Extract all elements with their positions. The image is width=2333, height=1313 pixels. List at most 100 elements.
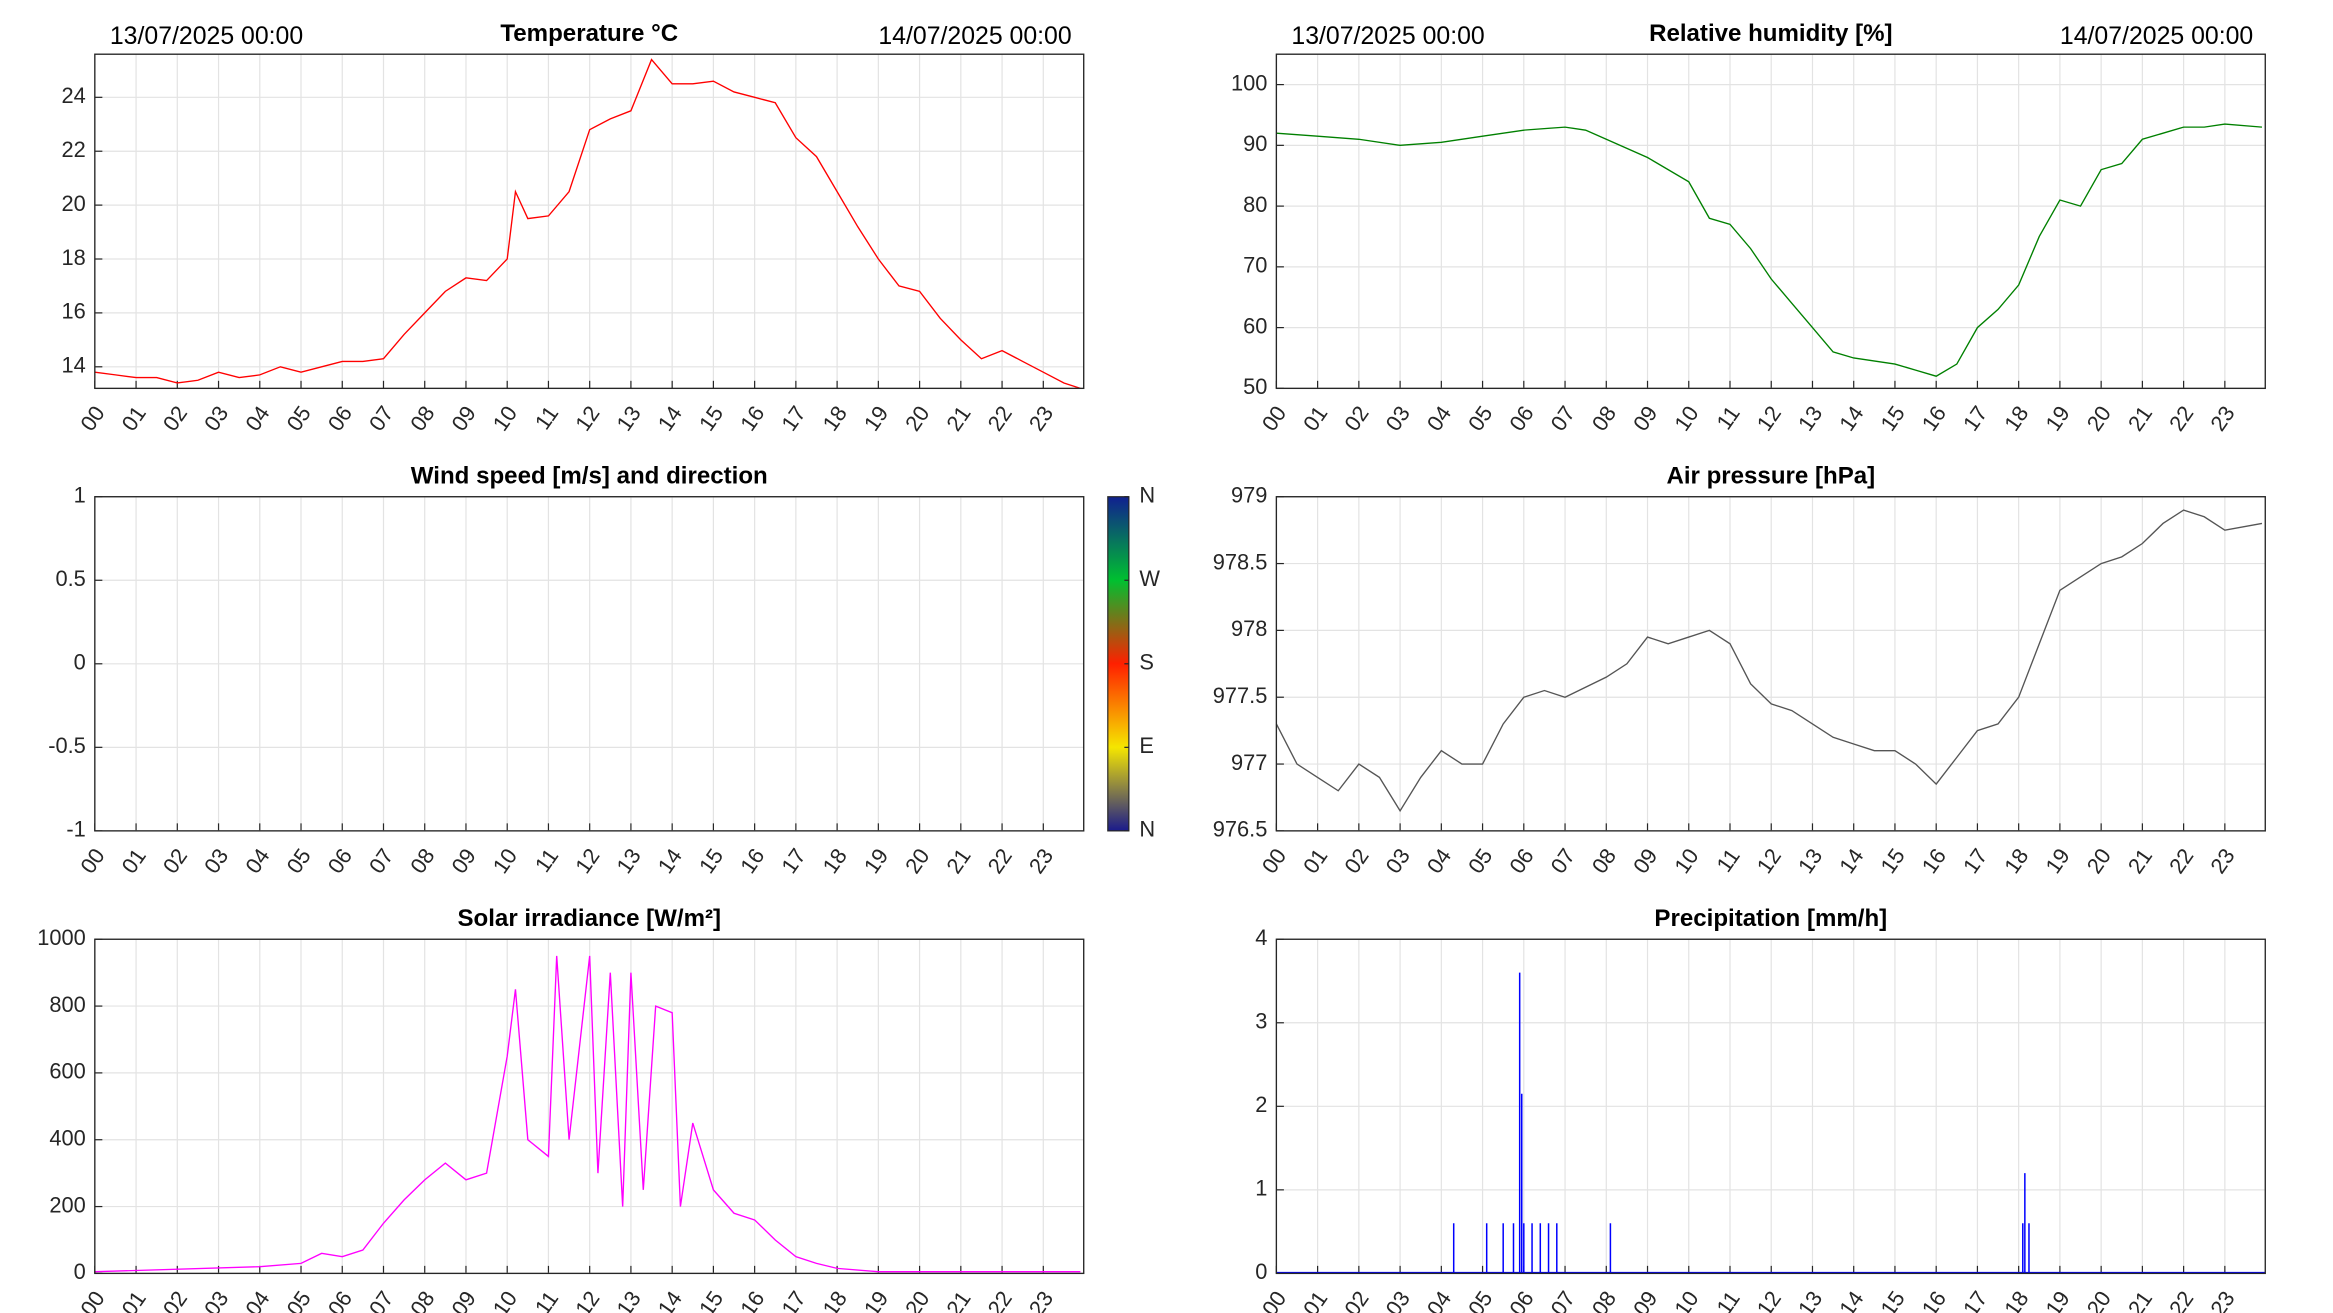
x-tick-label: 14 bbox=[653, 401, 687, 435]
x-tick-label: 11 bbox=[1711, 401, 1744, 434]
x-tick-label: 15 bbox=[694, 844, 728, 878]
x-tick-label: 13 bbox=[1793, 844, 1827, 878]
x-tick-label: 09 bbox=[446, 401, 480, 435]
data-line bbox=[1275, 509, 2263, 813]
y-tick-label: 2 bbox=[1255, 1092, 1267, 1117]
x-tick-label: 15 bbox=[694, 401, 728, 435]
x-tick-label: 19 bbox=[859, 844, 893, 878]
x-tick-label: 15 bbox=[1875, 1286, 1909, 1313]
y-tick-label: 400 bbox=[49, 1125, 85, 1150]
end-date: 14/07/2025 00:00 bbox=[878, 23, 1071, 50]
y-tick-label: 18 bbox=[62, 245, 86, 270]
x-tick-label: 21 bbox=[2123, 844, 2157, 878]
x-tick-label: 06 bbox=[323, 1286, 357, 1313]
colorbar-label: N bbox=[1139, 817, 1155, 842]
x-tick-label: 22 bbox=[983, 401, 1017, 435]
x-tick-label: 14 bbox=[653, 844, 687, 878]
x-tick-label: 12 bbox=[570, 401, 604, 435]
x-tick-label: 21 bbox=[941, 401, 975, 435]
x-tick-label: 14 bbox=[653, 1286, 687, 1313]
x-tick-label: 13 bbox=[611, 401, 645, 435]
x-tick-label: 12 bbox=[1752, 844, 1786, 878]
y-tick-label: 20 bbox=[62, 191, 86, 216]
x-tick-label: 20 bbox=[900, 1286, 934, 1313]
x-tick-label: 01 bbox=[117, 401, 151, 435]
end-date: 14/07/2025 00:00 bbox=[2060, 23, 2253, 50]
y-tick-label: 600 bbox=[49, 1059, 85, 1084]
x-tick-label: 19 bbox=[859, 1286, 893, 1313]
x-tick-label: 02 bbox=[1339, 844, 1373, 878]
y-tick-label: 60 bbox=[1243, 313, 1267, 338]
x-tick-label: 05 bbox=[1463, 401, 1497, 435]
x-tick-label: 07 bbox=[364, 401, 398, 435]
chart-title: Solar irradiance [W/m²] bbox=[457, 905, 721, 932]
x-tick-label: 14 bbox=[1834, 1286, 1868, 1313]
data-line bbox=[94, 58, 1081, 389]
y-tick-label: 1000 bbox=[37, 925, 86, 950]
x-tick-label: 22 bbox=[2164, 401, 2198, 435]
x-tick-label: 23 bbox=[1024, 401, 1058, 435]
x-tick-label: 16 bbox=[1917, 401, 1951, 435]
x-tick-label: 11 bbox=[530, 844, 563, 877]
x-tick-label: 00 bbox=[1257, 401, 1291, 435]
x-tick-label: 03 bbox=[199, 1286, 233, 1313]
x-tick-label: 01 bbox=[1298, 1286, 1332, 1313]
chart-title: Precipitation [mm/h] bbox=[1654, 905, 1887, 932]
y-tick-label: 80 bbox=[1243, 192, 1267, 217]
x-tick-label: 02 bbox=[1339, 401, 1373, 435]
y-tick-label: 4 bbox=[1255, 925, 1267, 950]
x-tick-label: 04 bbox=[240, 401, 274, 435]
x-tick-label: 11 bbox=[1711, 1286, 1744, 1313]
y-tick-label: 978.5 bbox=[1213, 549, 1268, 574]
x-tick-label: 08 bbox=[1587, 401, 1621, 435]
axes-box bbox=[1275, 496, 2266, 832]
x-tick-label: 00 bbox=[1257, 1286, 1291, 1313]
y-tick-label: 100 bbox=[1231, 70, 1267, 95]
x-tick-label: 23 bbox=[2205, 401, 2239, 435]
start-date: 13/07/2025 00:00 bbox=[110, 23, 303, 50]
y-tick-label: -1 bbox=[66, 817, 85, 842]
y-tick-label: 979 bbox=[1231, 482, 1267, 507]
x-tick-label: 03 bbox=[199, 401, 233, 435]
x-tick-label: 07 bbox=[1545, 844, 1579, 878]
y-tick-label: 0 bbox=[74, 650, 86, 675]
x-tick-label: 15 bbox=[694, 1286, 728, 1313]
y-tick-label: 978 bbox=[1231, 616, 1267, 641]
x-tick-label: 06 bbox=[323, 844, 357, 878]
x-tick-label: 15 bbox=[1875, 844, 1909, 878]
x-tick-label: 12 bbox=[1752, 1286, 1786, 1313]
x-tick-label: 11 bbox=[1711, 844, 1744, 877]
x-tick-label: 10 bbox=[1669, 1286, 1703, 1313]
axes-box bbox=[1275, 938, 2266, 1275]
x-tick-label: 04 bbox=[1422, 1286, 1456, 1313]
x-tick-label: 07 bbox=[1545, 401, 1579, 435]
x-tick-label: 05 bbox=[281, 401, 315, 435]
x-tick-label: 20 bbox=[900, 401, 934, 435]
x-tick-label: 08 bbox=[405, 1286, 439, 1313]
data-line bbox=[1276, 123, 2263, 377]
x-tick-label: 05 bbox=[1463, 844, 1497, 878]
x-tick-label: 04 bbox=[1422, 844, 1456, 878]
x-tick-label: 17 bbox=[776, 1286, 810, 1313]
x-tick-label: 09 bbox=[446, 1286, 480, 1313]
x-tick-label: 01 bbox=[117, 844, 151, 878]
x-tick-label: 07 bbox=[364, 1286, 398, 1313]
x-tick-label: 04 bbox=[240, 844, 274, 878]
x-tick-label: 17 bbox=[1958, 1286, 1992, 1313]
x-tick-label: 17 bbox=[1958, 401, 1992, 435]
x-tick-label: 22 bbox=[983, 1286, 1017, 1313]
x-tick-label: 20 bbox=[2082, 401, 2116, 435]
x-tick-label: 06 bbox=[1504, 844, 1538, 878]
axes-box bbox=[94, 53, 1085, 390]
x-tick-label: 13 bbox=[1793, 1286, 1827, 1313]
x-tick-label: 02 bbox=[158, 844, 192, 878]
x-tick-label: 16 bbox=[735, 1286, 769, 1313]
x-tick-label: 22 bbox=[2164, 1286, 2198, 1313]
y-tick-label: 977.5 bbox=[1213, 683, 1268, 708]
x-tick-label: 18 bbox=[1999, 401, 2033, 435]
x-tick-label: 06 bbox=[323, 401, 357, 435]
x-tick-label: 10 bbox=[1669, 844, 1703, 878]
x-tick-label: 22 bbox=[2164, 844, 2198, 878]
x-tick-label: 08 bbox=[1587, 1286, 1621, 1313]
